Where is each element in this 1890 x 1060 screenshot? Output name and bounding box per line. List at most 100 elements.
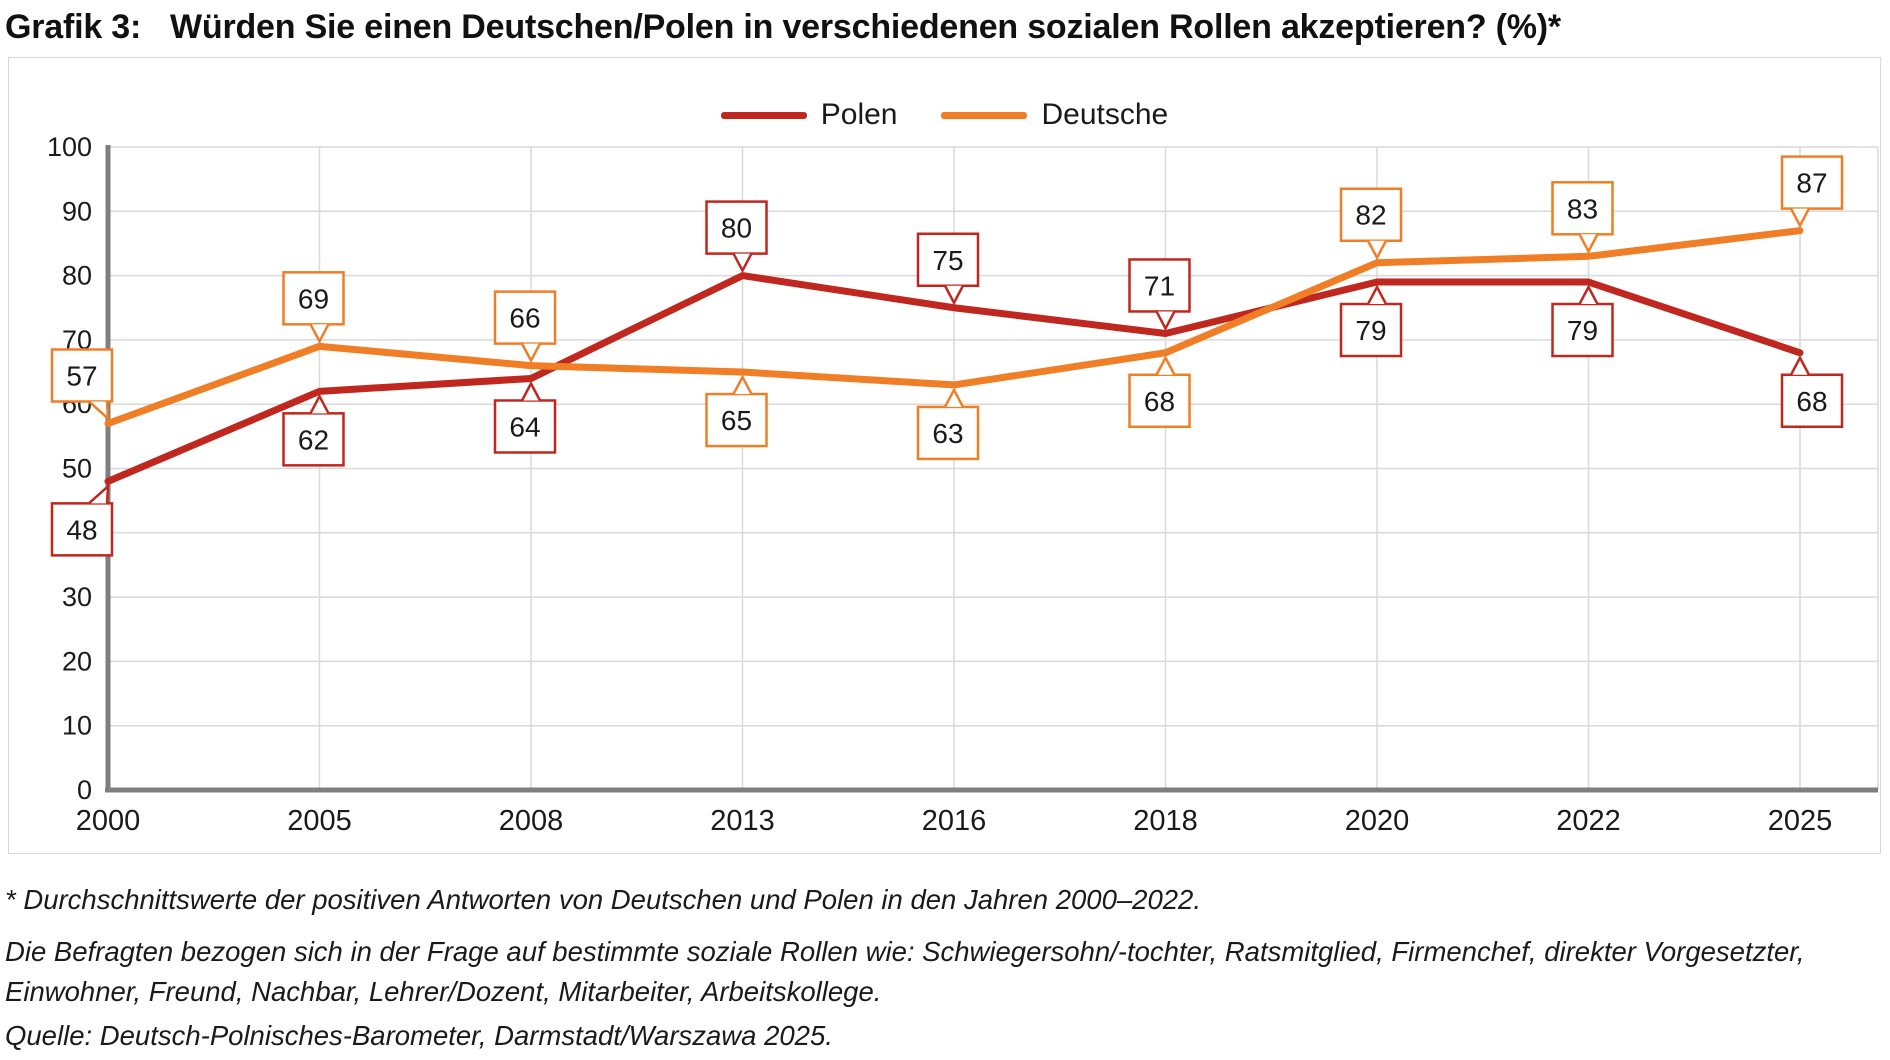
y-tick-label: 20 xyxy=(62,646,92,676)
x-tick-label: 2025 xyxy=(1768,805,1833,837)
deutsche-data-label: 87 xyxy=(1780,155,1844,229)
label-value: 69 xyxy=(298,283,329,314)
legend-label-polen: Polen xyxy=(820,98,898,131)
label-pointer xyxy=(1578,284,1599,305)
label-box xyxy=(916,405,980,461)
label-pointer xyxy=(88,400,110,422)
label-box xyxy=(50,348,114,403)
label-value: 71 xyxy=(1144,270,1175,301)
label-value: 87 xyxy=(1796,168,1827,199)
label-pointer xyxy=(732,253,753,274)
label-value: 48 xyxy=(66,514,97,545)
x-tick-label: 2016 xyxy=(922,805,987,837)
deutsche-data-label: 82 xyxy=(1339,187,1403,261)
label-pointer xyxy=(1155,310,1176,332)
footnote-roles: Die Befragten bezogen sich in der Frage … xyxy=(5,936,1805,1007)
polen-data-label: 68 xyxy=(1780,355,1844,429)
label-pointer xyxy=(1789,355,1811,376)
legend-label-deutsche: Deutsche xyxy=(1041,98,1169,131)
polen-data-label: 62 xyxy=(282,393,345,467)
deutsche-line xyxy=(104,227,1804,427)
polen-data-label: 80 xyxy=(705,200,768,274)
label-pointer xyxy=(88,483,110,505)
x-tick-label: 2000 xyxy=(76,805,141,837)
label-pointer xyxy=(1366,284,1388,305)
label-pointer xyxy=(943,285,965,306)
x-tick-label: 2022 xyxy=(1556,805,1621,837)
y-tick-label: 80 xyxy=(62,261,92,291)
x-tick-label: 2008 xyxy=(499,805,564,837)
y-tick-label: 0 xyxy=(77,775,92,805)
label-box xyxy=(1780,155,1844,210)
chart-legend: Polen Deutsche xyxy=(9,98,1880,132)
label-value: 79 xyxy=(1355,315,1386,346)
label-box xyxy=(1551,302,1614,358)
label-value: 83 xyxy=(1567,193,1598,224)
footnote-averages: * Durchschnittswerte der positiven Antwo… xyxy=(5,884,1201,915)
line-chart: 0102030405060708090100200020052008201320… xyxy=(47,132,1879,837)
legend-item-deutsche: Deutsche xyxy=(941,98,1168,132)
deutsche-data-label: 65 xyxy=(705,374,768,448)
deutsche-data-label: 83 xyxy=(1551,181,1614,254)
label-box xyxy=(916,232,980,287)
deutsche-line-swatch xyxy=(941,111,1028,119)
y-tick-label: 90 xyxy=(62,196,92,226)
label-pointer xyxy=(520,380,542,402)
label-box xyxy=(1780,373,1844,429)
label-box xyxy=(1339,302,1403,358)
label-box xyxy=(493,399,557,454)
legend-item-polen: Polen xyxy=(720,98,898,132)
y-tick-label: 10 xyxy=(62,711,92,741)
deutsche-data-label: 57 xyxy=(50,348,114,422)
label-value: 65 xyxy=(721,405,752,436)
label-value: 80 xyxy=(721,213,752,244)
label-pointer xyxy=(309,393,330,414)
polen-line xyxy=(104,272,1804,485)
chart-area: Polen Deutsche 0102030405060708090100200… xyxy=(8,57,1881,854)
label-box xyxy=(705,200,768,255)
source-line: Quelle: Deutsch-Polnisches-Barometer, Da… xyxy=(5,1020,833,1051)
polen-data-label: 79 xyxy=(1551,284,1614,358)
label-value: 82 xyxy=(1355,200,1386,231)
x-tick-label: 2005 xyxy=(287,805,352,837)
label-value: 75 xyxy=(932,245,963,276)
x-tick-label: 2013 xyxy=(710,805,775,837)
x-tick-label: 2020 xyxy=(1345,805,1410,837)
label-value: 68 xyxy=(1144,386,1175,417)
deutsche-data-label: 69 xyxy=(282,271,345,345)
label-pointer xyxy=(1366,240,1388,261)
polen-data-label: 48 xyxy=(50,483,114,557)
label-pointer xyxy=(1789,208,1811,229)
label-pointer xyxy=(1155,355,1176,376)
label-value: 57 xyxy=(66,360,97,391)
label-value: 79 xyxy=(1567,315,1598,346)
label-box xyxy=(1128,258,1191,313)
y-tick-label: 100 xyxy=(47,132,92,162)
polen-data-label: 71 xyxy=(1128,258,1191,332)
deutsche-data-label: 68 xyxy=(1128,355,1191,429)
label-box xyxy=(50,502,114,557)
polen-line-swatch xyxy=(720,111,807,119)
x-tick-label: 2018 xyxy=(1133,805,1198,837)
figure-number: Grafik 3: xyxy=(5,8,142,46)
label-pointer xyxy=(943,387,965,408)
label-value: 68 xyxy=(1796,386,1827,417)
deutsche-data-label: 66 xyxy=(493,290,557,364)
label-box xyxy=(1128,373,1191,429)
label-pointer xyxy=(1578,233,1599,254)
label-box xyxy=(705,392,768,448)
label-pointer xyxy=(732,374,753,395)
label-value: 63 xyxy=(932,418,963,449)
polen-data-label: 64 xyxy=(493,380,557,454)
polen-data-label: 79 xyxy=(1339,284,1403,358)
deutsche-data-label: 63 xyxy=(916,387,980,461)
figure-title: Grafik 3: Würden Sie einen Deutschen/Pol… xyxy=(5,8,1561,47)
y-tick-label: 50 xyxy=(62,454,92,484)
y-tick-label: 30 xyxy=(62,582,92,612)
figure-question: Würden Sie einen Deutschen/Polen in vers… xyxy=(170,8,1561,46)
polen-data-label: 75 xyxy=(916,232,980,306)
label-pointer xyxy=(309,323,330,345)
label-value: 66 xyxy=(509,303,540,334)
label-value: 62 xyxy=(298,424,329,455)
